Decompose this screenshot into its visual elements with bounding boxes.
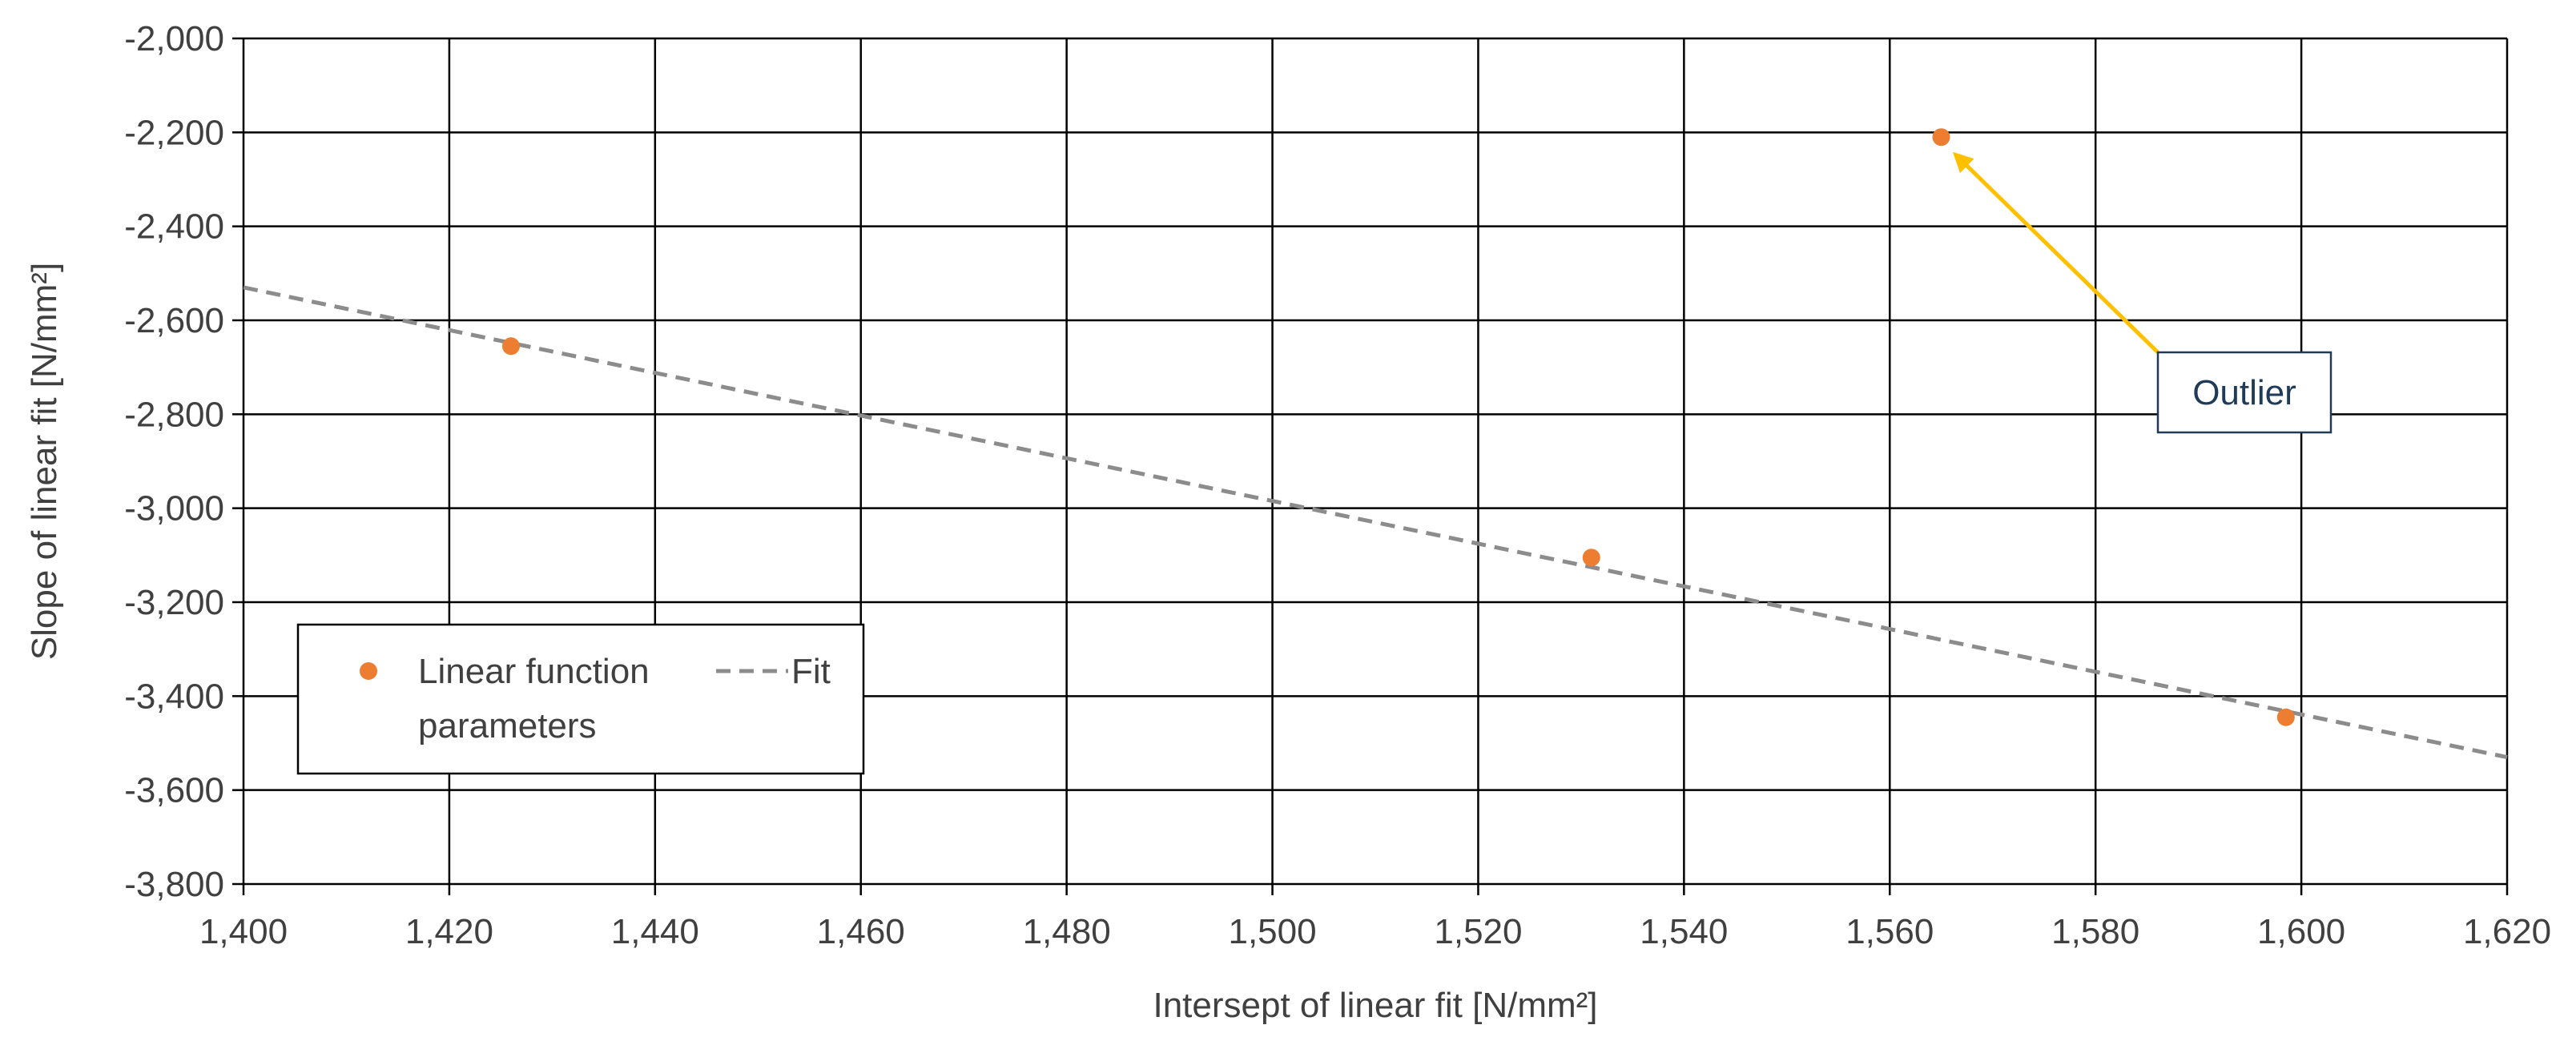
annotations: Outlier (1952, 151, 2332, 434)
y-tick-label: -2,000 (124, 19, 224, 58)
data-point (1582, 549, 1600, 567)
x-tick-label: 1,540 (1640, 912, 1728, 951)
legend-label-points: Linear function (418, 652, 650, 691)
x-tick-label: 1,420 (405, 912, 493, 951)
fit-line (243, 285, 2508, 760)
outlier-arrow (1952, 151, 2159, 354)
y-tick-label: -2,400 (124, 207, 224, 247)
x-tick-label: 1,520 (1434, 912, 1522, 951)
y-tick-label: -2,600 (124, 301, 224, 340)
y-tick-label: -3,000 (124, 489, 224, 529)
data-point (1932, 128, 1950, 147)
axes: 1,400 1,420 1,440 1,460 1,480 1,500 1,520 1,540… (124, 19, 2551, 951)
outlier-box (2156, 351, 2332, 434)
x-tick-label: 1,580 (2051, 912, 2139, 951)
y-axis-title: Slope of linear fit [N/mm²] (25, 263, 64, 660)
legend-marker-points (360, 662, 377, 680)
grid (242, 37, 2509, 886)
x-tick-label: 1,600 (2257, 912, 2345, 951)
x-axis-title: Intersept of linear fit [N/mm²] (1153, 986, 1597, 1025)
data-point (2276, 708, 2295, 726)
outlier-label: Outlier (2192, 373, 2296, 412)
data-point (501, 337, 520, 356)
fit-series (243, 285, 2508, 760)
x-tick-label: 1,500 (1228, 912, 1316, 951)
x-tick-label: 1,480 (1023, 912, 1111, 951)
x-tick-label: 1,440 (611, 912, 699, 951)
legend: Linear function parameters Fit (296, 623, 865, 775)
x-tick-label: 1,460 (817, 912, 905, 951)
y-tick-label: -3,400 (124, 677, 224, 716)
x-tick-label: 1,560 (1845, 912, 1934, 951)
y-tick-label: -2,800 (124, 395, 224, 434)
legend-label-points: parameters (418, 706, 597, 746)
point-series (501, 128, 2295, 726)
y-tick-label: -3,800 (124, 865, 224, 904)
legend-box (296, 623, 865, 775)
y-tick-label: -3,600 (124, 771, 224, 810)
legend-label-fit: Fit (791, 652, 831, 691)
y-tick-label: -2,200 (124, 113, 224, 152)
x-tick-label: 1,400 (199, 912, 288, 951)
y-tick-label: -3,200 (124, 583, 224, 622)
x-tick-label: 1,620 (2463, 912, 2551, 951)
